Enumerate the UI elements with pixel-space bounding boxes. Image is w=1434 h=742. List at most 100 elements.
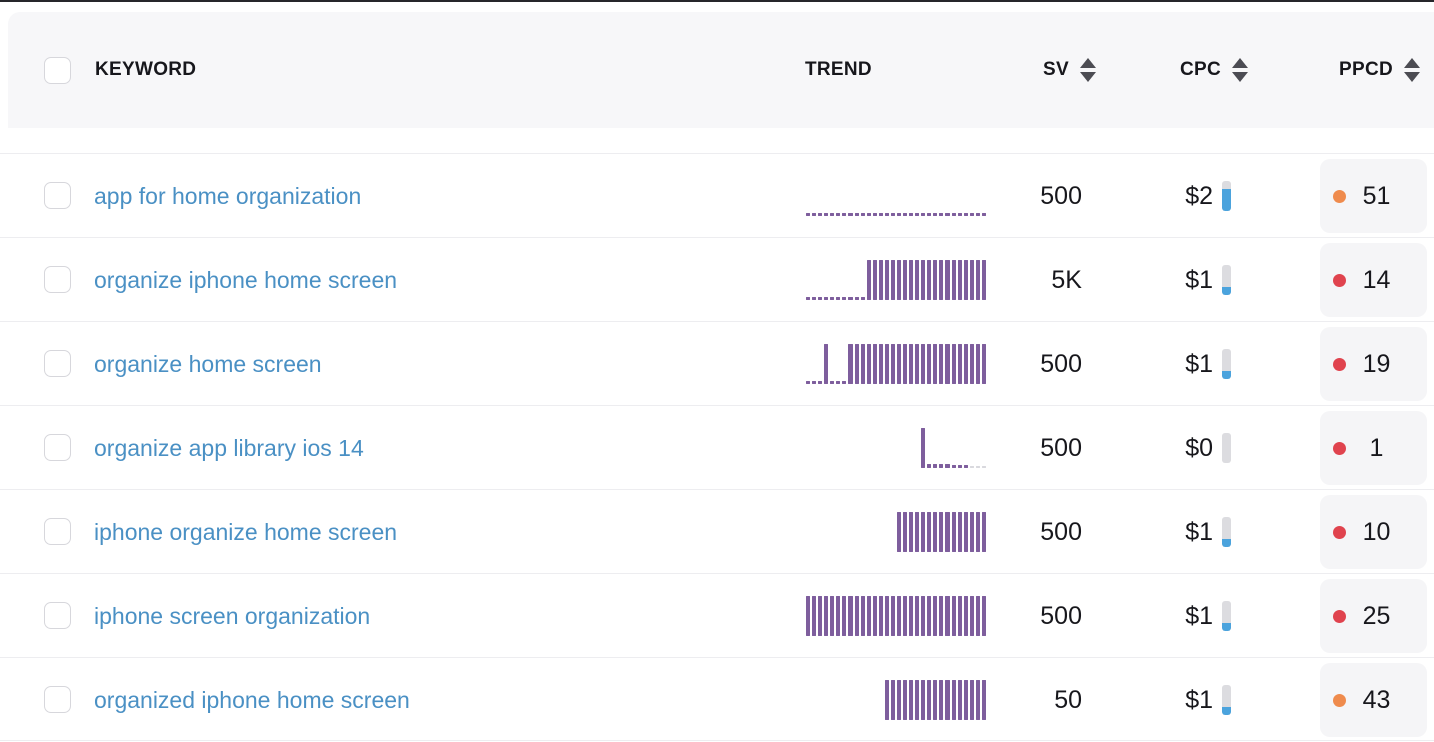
cpc-value: $1 (1185, 601, 1213, 630)
sv-value: 5K (1051, 265, 1082, 294)
sv-value: 500 (1040, 601, 1082, 630)
cpc-value: $2 (1185, 181, 1213, 210)
ppcd-value: 51 (1362, 181, 1391, 210)
row-checkbox[interactable] (44, 182, 71, 209)
sv-cell: 500 (1040, 154, 1082, 238)
top-border (0, 0, 1434, 2)
cpc-fill-indicator (1222, 685, 1231, 715)
select-all-checkbox[interactable] (44, 56, 71, 84)
cpc-cell: $1 (1185, 658, 1213, 742)
ppcd-value: 14 (1362, 265, 1391, 294)
row-checkbox[interactable] (44, 602, 71, 629)
ppcd-header-label: PPCD (1339, 59, 1393, 80)
cpc-fill-indicator (1222, 433, 1231, 463)
table-header: KEYWORD TREND SV CPC PPCD (8, 12, 1434, 128)
ppcd-sort-icon[interactable] (1404, 58, 1420, 82)
ppcd-value: 43 (1362, 685, 1391, 714)
trend-sparkline (806, 176, 986, 216)
ppcd-badge: 19 (1320, 327, 1427, 401)
row-checkbox[interactable] (44, 266, 71, 293)
sv-value: 500 (1040, 181, 1082, 210)
sv-value: 500 (1040, 349, 1082, 378)
table-row: organize iphone home screen 5K $1 14 (0, 237, 1434, 321)
table-row: organized iphone home screen 50 $1 43 (0, 657, 1434, 741)
sv-cell: 500 (1040, 574, 1082, 658)
ppcd-badge: 25 (1320, 579, 1427, 653)
cpc-fill-indicator (1222, 265, 1231, 295)
cpc-fill-indicator (1222, 349, 1231, 379)
cpc-cell: $0 (1185, 406, 1213, 490)
ppcd-badge: 14 (1320, 243, 1427, 317)
sv-value: 50 (1054, 685, 1082, 714)
row-checkbox[interactable] (44, 518, 71, 545)
keyword-link[interactable]: iphone screen organization (94, 602, 371, 629)
row-checkbox[interactable] (44, 350, 71, 377)
column-header-trend: TREND (805, 12, 872, 128)
trend-header-label: TREND (805, 59, 872, 80)
ppcd-difficulty-dot (1333, 525, 1346, 539)
column-header-cpc[interactable]: CPC (1180, 12, 1248, 128)
keyword-header-label: KEYWORD (95, 59, 197, 80)
cpc-value: $0 (1185, 433, 1213, 462)
ppcd-difficulty-dot (1333, 273, 1346, 287)
ppcd-value: 25 (1362, 601, 1391, 630)
cpc-fill-indicator (1222, 601, 1231, 631)
cpc-value: $1 (1185, 349, 1213, 378)
keyword-link[interactable]: organize iphone home screen (94, 266, 398, 293)
trend-sparkline (806, 260, 986, 300)
sv-cell: 500 (1040, 322, 1082, 406)
trend-sparkline (806, 596, 986, 636)
ppcd-difficulty-dot (1333, 441, 1346, 455)
trend-sparkline (806, 428, 986, 468)
keyword-link[interactable]: organize home screen (94, 350, 322, 377)
cpc-cell: $1 (1185, 238, 1213, 322)
trend-sparkline (806, 680, 986, 720)
table-row: iphone screen organization 500 $1 25 (0, 573, 1434, 657)
column-header-ppcd[interactable]: PPCD (1339, 12, 1420, 128)
keyword-link[interactable]: iphone organize home screen (94, 518, 398, 545)
keyword-link[interactable]: organized iphone home screen (94, 686, 410, 713)
ppcd-value: 1 (1369, 433, 1384, 462)
cpc-value: $1 (1185, 685, 1213, 714)
row-checkbox[interactable] (44, 434, 71, 461)
ppcd-badge: 1 (1320, 411, 1427, 485)
trend-sparkline (806, 344, 986, 384)
sv-sort-icon[interactable] (1080, 58, 1096, 82)
cpc-fill-indicator (1222, 181, 1231, 211)
ppcd-value: 19 (1362, 349, 1391, 378)
table-row: organize home screen 500 $1 19 (0, 321, 1434, 405)
column-header-keyword: KEYWORD (95, 12, 196, 128)
ppcd-difficulty-dot (1333, 693, 1346, 707)
sv-cell: 5K (1051, 238, 1082, 322)
sv-cell: 500 (1040, 490, 1082, 574)
cpc-sort-icon[interactable] (1232, 58, 1248, 82)
sv-cell: 500 (1040, 406, 1082, 490)
cpc-value: $1 (1185, 265, 1213, 294)
ppcd-difficulty-dot (1333, 189, 1346, 203)
keyword-link[interactable]: app for home organization (94, 182, 362, 209)
column-header-sv[interactable]: SV (1043, 12, 1096, 128)
table-body: app for home organization 500 $2 51 orga… (0, 128, 1434, 741)
ppcd-badge: 43 (1320, 663, 1427, 737)
table-row: iphone organize home screen 500 $1 10 (0, 489, 1434, 573)
sv-value: 500 (1040, 433, 1082, 462)
ppcd-difficulty-dot (1333, 357, 1346, 371)
cpc-value: $1 (1185, 517, 1213, 546)
row-checkbox[interactable] (44, 686, 71, 713)
ppcd-badge: 51 (1320, 159, 1427, 233)
sv-cell: 50 (1054, 658, 1082, 742)
ppcd-value: 10 (1362, 517, 1391, 546)
cpc-header-label: CPC (1179, 59, 1221, 80)
sv-header-label: SV (1043, 59, 1069, 80)
cpc-cell: $1 (1185, 322, 1213, 406)
keyword-link[interactable]: organize app library ios 14 (94, 434, 364, 461)
cpc-fill-indicator (1222, 517, 1231, 547)
trend-sparkline (806, 512, 986, 552)
cpc-cell: $1 (1185, 574, 1213, 658)
cpc-cell: $1 (1185, 490, 1213, 574)
cpc-cell: $2 (1185, 154, 1213, 238)
table-row: app for home organization 500 $2 51 (0, 153, 1434, 237)
sv-value: 500 (1040, 517, 1082, 546)
ppcd-difficulty-dot (1333, 609, 1346, 623)
table-row: organize app library ios 14 500 $0 1 (0, 405, 1434, 489)
